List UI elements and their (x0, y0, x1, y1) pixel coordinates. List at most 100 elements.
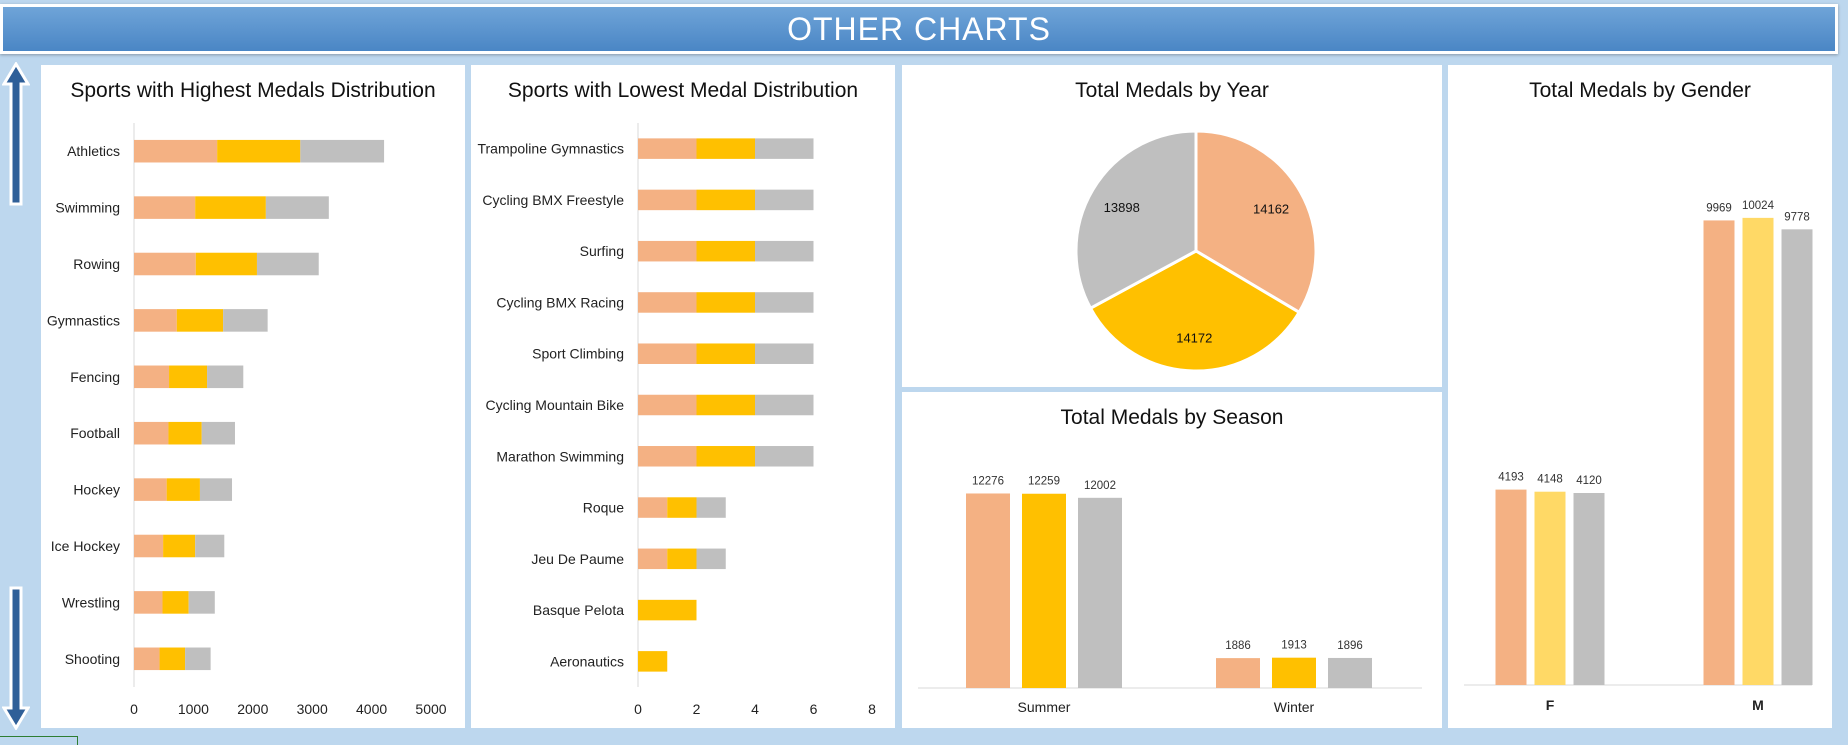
pie-slice (1194, 129, 1318, 315)
bar-segment (696, 497, 726, 518)
medals-by-year-panel: Total Medals by Year 14162 14172 13898 (902, 65, 1442, 387)
data-label: 4148 (1537, 474, 1563, 486)
bar (1781, 229, 1813, 685)
bar-segment (755, 240, 814, 262)
data-label: 10024 (1742, 200, 1775, 212)
bar-segment (265, 196, 329, 219)
bar-segment (134, 647, 160, 671)
tick-label: 6 (810, 701, 818, 717)
tick-label: 8 (868, 701, 876, 717)
tick-label: 2000 (237, 701, 268, 717)
category-label: Winter (1274, 699, 1315, 715)
category-label: Swimming (55, 200, 120, 216)
bar-segment (638, 599, 697, 621)
bar-segment (696, 189, 755, 211)
category-label: Rowing (73, 256, 120, 272)
bar-segment (223, 309, 268, 332)
category-label: Roque (583, 500, 624, 516)
season-chart-title: Total Medals by Season (1060, 406, 1284, 429)
bar (1534, 491, 1566, 685)
bar-segment (638, 446, 697, 467)
category-label: Basque Pelota (533, 602, 624, 618)
medals-by-gender-chart: 4193 4148 4120 F 9969 10024 9778 M (1464, 200, 1813, 713)
bar-segment (134, 252, 196, 276)
category-label: Hockey (73, 482, 120, 498)
tick-label: 0 (634, 701, 642, 717)
sheet-tab[interactable] (0, 736, 78, 745)
bar (1573, 493, 1605, 685)
dashboard-banner: OTHER CHARTS (0, 4, 1838, 54)
medals-by-season-panel: Total Medals by Season 12276 12259 12002 Su… (902, 392, 1442, 728)
bar-segment (638, 292, 697, 313)
bar-segment (638, 240, 697, 262)
bar-segment (185, 647, 211, 671)
down-arrow-icon[interactable] (2, 585, 30, 730)
bar-segment (638, 394, 697, 416)
medals-by-year-pie: 14162 14172 13898 (1074, 129, 1318, 373)
category-label: Athletics (67, 143, 120, 159)
up-arrow-icon[interactable] (2, 62, 30, 207)
bar-segment (256, 252, 319, 276)
bar-segment (667, 548, 697, 570)
bar-segment (195, 534, 225, 558)
category-label: Shooting (65, 651, 120, 667)
bar-segment (755, 189, 814, 211)
bar-segment (638, 189, 697, 211)
category-label: Cycling BMX Freestyle (482, 192, 624, 208)
bar (1328, 657, 1372, 688)
bar-segment (162, 591, 189, 614)
category-label: F (1546, 697, 1555, 713)
data-label: 1913 (1281, 640, 1307, 652)
bar-segment (696, 394, 755, 416)
lowest-medals-chart: Trampoline Gymnastics Cycling BMX Freesty… (477, 123, 876, 717)
category-label: Aeronautics (550, 653, 624, 669)
gender-chart-title: Total Medals by Gender (1529, 79, 1751, 102)
bar (966, 493, 1010, 688)
tick-label: 4000 (356, 701, 387, 717)
bar-segment (134, 309, 177, 332)
category-label: Surfing (580, 243, 624, 259)
bar (1216, 658, 1260, 688)
bar-segment (300, 139, 385, 163)
bar-segment (188, 591, 215, 614)
data-label: 12002 (1084, 480, 1116, 492)
bar-segment (696, 446, 755, 467)
data-label: 1886 (1225, 640, 1251, 652)
category-label: Ice Hockey (51, 538, 120, 554)
bar-segment (696, 138, 755, 159)
bar-segment (755, 343, 814, 364)
bar-segment (755, 446, 814, 467)
bar-segment (696, 240, 755, 262)
category-label: Sport Climbing (532, 346, 624, 362)
data-label: 4193 (1498, 472, 1524, 484)
pie-data-label: 13898 (1104, 200, 1140, 215)
bar-segment (696, 292, 755, 313)
bar-segment (134, 196, 196, 219)
bar-segment (134, 478, 167, 501)
category-label: Fencing (70, 369, 120, 385)
highest-medals-chart: Athletics Swimming Rowing Gymnastics Fencing… (47, 123, 447, 717)
bar-segment (638, 651, 668, 672)
bar (1495, 489, 1527, 685)
bar-segment (755, 138, 814, 159)
lowest-medals-chart-panel: Sports with Lowest Medal Distribution Tr… (471, 65, 895, 728)
tick-label: 1000 (178, 701, 209, 717)
highest-medals-chart-panel: Sports with Highest Medals Distribution … (41, 65, 465, 728)
data-label: 1896 (1337, 640, 1363, 652)
category-label: Wrestling (62, 594, 120, 610)
category-label: Trampoline Gymnastics (477, 141, 624, 157)
pie-data-label: 14172 (1176, 330, 1212, 345)
category-label: Jeu De Paume (531, 551, 624, 567)
lowest-chart-title: Sports with Lowest Medal Distribution (507, 79, 859, 102)
bar-segment (207, 365, 244, 389)
bar (1272, 657, 1316, 688)
tick-label: 4 (751, 701, 759, 717)
tick-label: 5000 (415, 701, 446, 717)
bar (1078, 497, 1122, 688)
bar-segment (168, 421, 202, 445)
bar-segment (201, 421, 235, 445)
data-label: 9778 (1784, 211, 1810, 223)
bar-segment (163, 534, 196, 558)
bar-segment (696, 548, 726, 570)
data-label: 4120 (1576, 475, 1602, 487)
